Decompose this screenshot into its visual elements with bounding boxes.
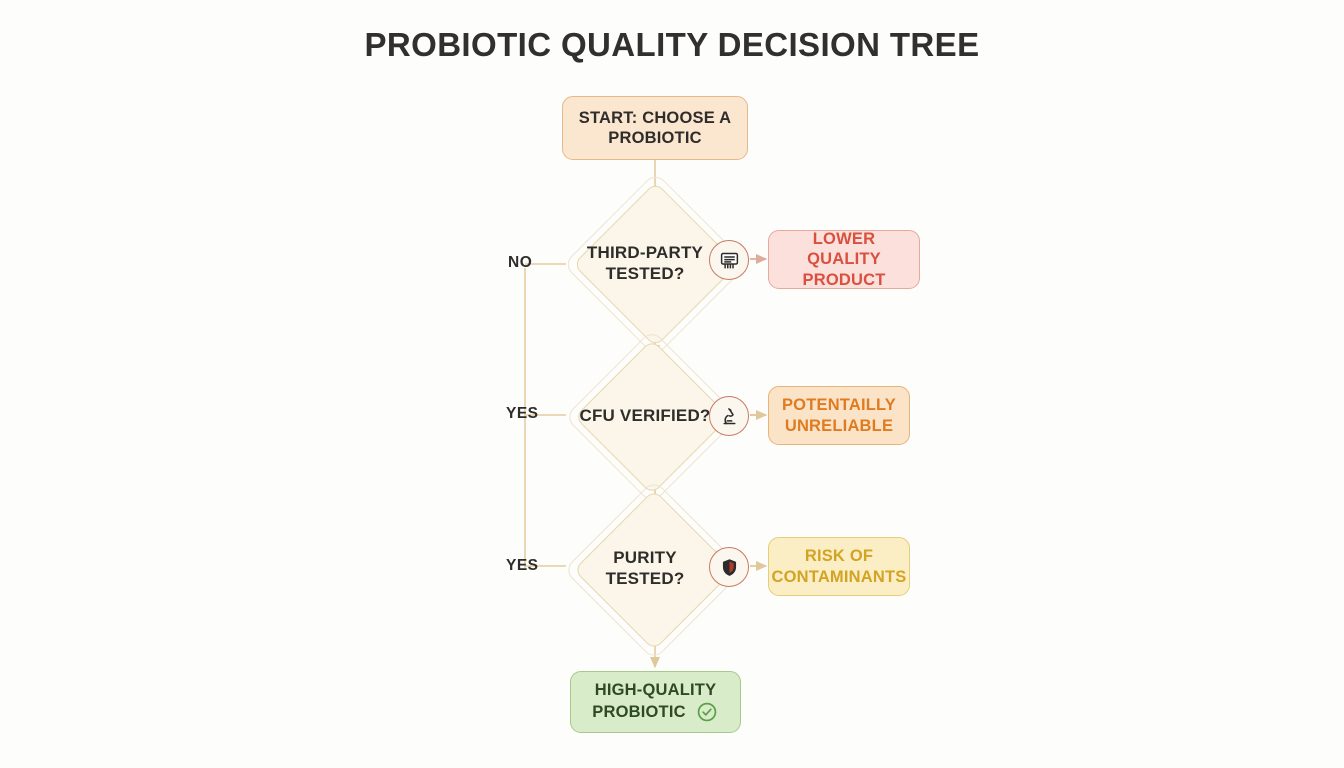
outcome-line1: LOWER bbox=[812, 230, 876, 249]
decision-line2: TESTED? bbox=[605, 264, 685, 283]
end-node-line2: PROBIOTIC bbox=[592, 703, 686, 721]
decision-line1: PURITY bbox=[613, 548, 677, 568]
outcome-node-potentailly-unreliable[interactable]: POTENTAILLY UNRELIABLE bbox=[768, 386, 910, 445]
outcome-line1: RISK OF bbox=[804, 547, 874, 566]
start-node-line1: START: CHOOSE A bbox=[578, 108, 732, 127]
decision-label-cfu-verified: CFU VERIFIED? bbox=[566, 355, 744, 477]
outcome-node-risk-of-contaminants[interactable]: RISK OF CONTAMINANTS bbox=[768, 537, 910, 596]
decision-line1: THIRD-PARTY bbox=[586, 243, 704, 263]
end-node-line1: HIGH-QUALITY bbox=[594, 680, 717, 699]
decision-line2: TESTED? bbox=[605, 569, 685, 588]
decision-label-third-party-tested: THIRD-PARTY TESTED? bbox=[566, 199, 744, 329]
outcome-node-lower-quality-product[interactable]: LOWER QUALITY PRODUCT bbox=[768, 230, 920, 289]
branch-label-yes-cfu: YES bbox=[506, 405, 539, 422]
decision-label-purity-tested: PURITY TESTED? bbox=[566, 506, 744, 632]
decision-line1: CFU VERIFIED? bbox=[579, 405, 711, 425]
outcome-line1: POTENTAILLY bbox=[781, 396, 897, 415]
check-circle-icon bbox=[695, 700, 719, 724]
decision-node-third-party-tested[interactable]: THIRD-PARTY TESTED? bbox=[562, 171, 749, 358]
branch-label-no-third-party: NO bbox=[508, 254, 533, 271]
certificate-icon bbox=[709, 240, 749, 280]
shield-icon bbox=[709, 547, 749, 587]
start-node[interactable]: START: CHOOSE A PROBIOTIC bbox=[562, 96, 748, 160]
end-node-high-quality-probiotic[interactable]: HIGH-QUALITY PROBIOTIC bbox=[570, 671, 741, 733]
outcome-line2: CONTAMINANTS bbox=[771, 567, 907, 586]
end-node-line2-row: PROBIOTIC bbox=[592, 700, 718, 724]
start-node-line2: PROBIOTIC bbox=[608, 129, 702, 147]
outcome-line2: QUALITY PRODUCT bbox=[802, 250, 886, 289]
decision-node-purity-tested[interactable]: PURITY TESTED? bbox=[563, 479, 745, 661]
decision-node-cfu-verified[interactable]: CFU VERIFIED? bbox=[564, 329, 744, 505]
page-title: PROBIOTIC QUALITY DECISION TREE bbox=[364, 26, 980, 63]
branch-label-yes-purity: YES bbox=[506, 557, 539, 574]
outcome-line2: UNRELIABLE bbox=[784, 416, 894, 435]
microscope-icon bbox=[709, 396, 749, 436]
